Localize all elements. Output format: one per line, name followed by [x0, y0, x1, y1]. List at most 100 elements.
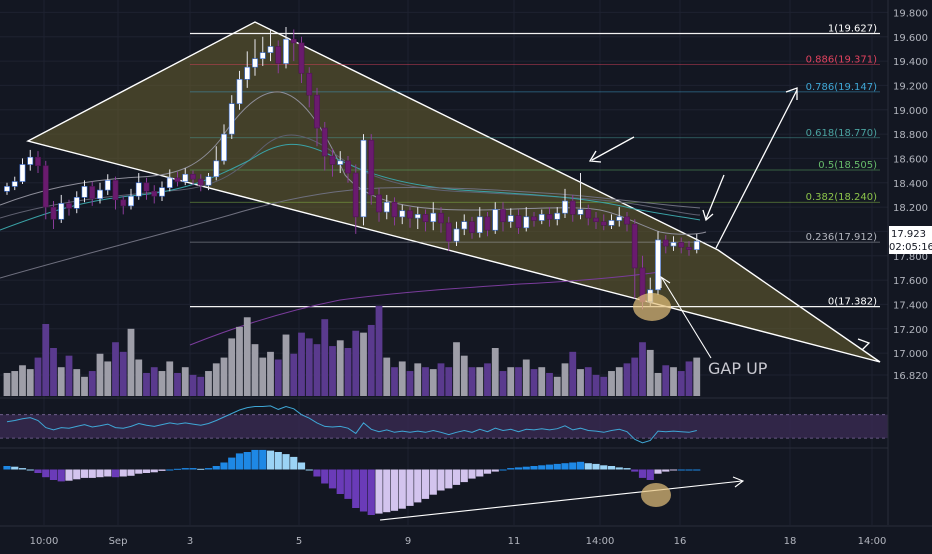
candle[interactable]	[221, 124, 227, 165]
candle[interactable]	[197, 174, 204, 192]
candle[interactable]	[290, 29, 297, 62]
candle[interactable]	[500, 202, 506, 232]
candle[interactable]	[593, 211, 599, 229]
candle[interactable]	[283, 27, 289, 69]
candle[interactable]	[670, 236, 677, 251]
candle[interactable]	[678, 237, 685, 254]
candle[interactable]	[73, 191, 80, 214]
pointer-arrow-top[interactable]	[588, 136, 635, 163]
candle[interactable]	[112, 176, 119, 210]
candle[interactable]	[577, 173, 584, 220]
candle[interactable]	[476, 207, 483, 238]
candle[interactable]	[515, 209, 522, 234]
candle[interactable]	[259, 36, 266, 66]
candle[interactable]	[4, 182, 10, 195]
candle[interactable]	[337, 151, 344, 174]
candle[interactable]	[430, 202, 437, 231]
candle[interactable]	[298, 36, 305, 83]
candle[interactable]	[445, 216, 452, 251]
candle[interactable]	[693, 233, 700, 254]
candle[interactable]	[399, 204, 406, 225]
candle[interactable]	[562, 188, 568, 219]
candle[interactable]	[89, 181, 96, 206]
candle[interactable]	[213, 146, 220, 181]
candle[interactable]	[11, 176, 18, 191]
candle[interactable]	[414, 207, 421, 229]
candle[interactable]	[523, 207, 530, 232]
candle[interactable]	[97, 182, 103, 204]
candle[interactable]	[244, 51, 251, 88]
candle[interactable]	[66, 199, 72, 216]
candle[interactable]	[422, 209, 429, 232]
candle[interactable]	[205, 173, 212, 191]
candle[interactable]	[531, 211, 537, 227]
candle[interactable]	[360, 134, 367, 226]
projection-arrow[interactable]	[715, 87, 798, 249]
candle[interactable]	[484, 211, 491, 237]
macd-highlight-ellipse[interactable]	[641, 483, 671, 507]
candle[interactable]	[469, 216, 475, 239]
candle[interactable]	[275, 40, 282, 74]
candle[interactable]	[104, 174, 111, 195]
candle[interactable]	[345, 156, 351, 183]
candle[interactable]	[50, 201, 57, 229]
candle[interactable]	[27, 149, 34, 171]
candle[interactable]	[19, 158, 26, 184]
candle[interactable]	[252, 39, 258, 76]
candle[interactable]	[461, 214, 468, 236]
candle[interactable]	[306, 67, 313, 108]
candle[interactable]	[190, 170, 196, 186]
wedge-pattern[interactable]	[26, 21, 881, 363]
candle[interactable]	[35, 151, 41, 174]
candle[interactable]	[391, 197, 398, 226]
candle[interactable]	[58, 194, 65, 223]
candle[interactable]	[585, 204, 592, 226]
candle[interactable]	[453, 221, 460, 247]
candle[interactable]	[321, 121, 328, 171]
candle[interactable]	[329, 148, 336, 177]
candle[interactable]	[624, 211, 630, 232]
candle[interactable]	[616, 207, 623, 227]
candle[interactable]	[507, 208, 514, 228]
candle[interactable]	[151, 185, 158, 204]
candle[interactable]	[554, 207, 561, 226]
candle[interactable]	[159, 181, 165, 202]
candle[interactable]	[569, 194, 576, 222]
candle[interactable]	[631, 219, 638, 299]
candle[interactable]	[383, 194, 390, 220]
candle[interactable]	[267, 29, 274, 62]
wedge-target-arrow[interactable]	[857, 338, 871, 351]
candle[interactable]	[608, 214, 615, 229]
pointer-arrow-right[interactable]	[702, 174, 725, 222]
candle[interactable]	[655, 231, 661, 295]
candle[interactable]	[600, 214, 607, 231]
candle[interactable]	[662, 235, 669, 254]
gap-pointer-arrow[interactable]	[660, 275, 712, 359]
gap-highlight-ellipse[interactable]	[633, 293, 671, 321]
candle[interactable]	[42, 160, 49, 220]
candle[interactable]	[228, 95, 235, 139]
candle[interactable]	[135, 173, 142, 200]
candle[interactable]	[120, 196, 127, 215]
candle-body	[19, 164, 26, 182]
candle[interactable]	[314, 87, 320, 147]
candle[interactable]	[128, 188, 134, 210]
candle[interactable]	[182, 168, 189, 186]
candle[interactable]	[236, 70, 243, 110]
macd-trend-arrow[interactable]	[379, 476, 745, 521]
candle[interactable]	[407, 207, 413, 228]
candle[interactable]	[368, 134, 375, 205]
candle[interactable]	[546, 207, 553, 227]
candle[interactable]	[686, 241, 692, 256]
candle[interactable]	[352, 164, 359, 234]
candle[interactable]	[81, 180, 88, 203]
candle[interactable]	[174, 171, 181, 187]
candle[interactable]	[492, 202, 499, 234]
candle[interactable]	[376, 187, 382, 222]
candle[interactable]	[166, 169, 173, 192]
candle[interactable]	[438, 207, 444, 233]
candle[interactable]	[143, 177, 150, 200]
candle[interactable]	[538, 209, 545, 225]
